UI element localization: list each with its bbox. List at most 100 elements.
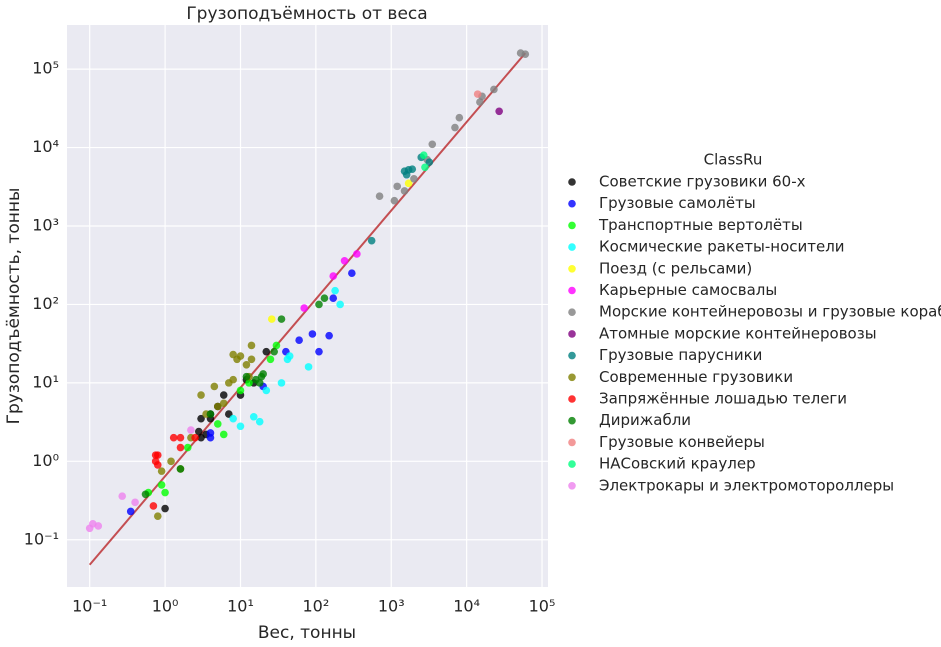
point xyxy=(277,379,286,387)
point xyxy=(94,522,103,530)
point xyxy=(249,412,258,421)
legend-marker xyxy=(568,265,576,273)
point xyxy=(336,300,344,309)
point xyxy=(236,422,245,431)
legend-marker xyxy=(568,416,576,425)
point xyxy=(329,294,338,303)
y-tick-label: 10⁰ xyxy=(32,451,59,470)
legend-label: Морские контейнеровозы и грузовые корабл… xyxy=(599,303,941,321)
point xyxy=(245,379,253,387)
legend-label: Современные грузовики xyxy=(599,368,793,386)
point xyxy=(521,50,530,58)
point xyxy=(272,341,281,350)
x-tick-label: 10¹ xyxy=(227,597,254,616)
point xyxy=(167,457,175,466)
point xyxy=(153,512,162,520)
point xyxy=(191,433,199,442)
legend-label: Грузовые парусники xyxy=(599,346,762,364)
point xyxy=(206,410,215,418)
point xyxy=(375,192,384,200)
point xyxy=(300,304,308,312)
legend-title: ClassRu xyxy=(704,151,763,169)
point xyxy=(390,196,399,205)
point xyxy=(329,272,338,280)
point xyxy=(229,414,237,423)
point xyxy=(219,399,228,408)
point xyxy=(157,467,166,475)
legend-label: Грузовые конвейеры xyxy=(599,433,765,451)
legend-marker xyxy=(568,286,576,295)
point xyxy=(161,504,169,513)
point xyxy=(451,123,459,132)
point xyxy=(425,158,434,167)
point xyxy=(236,386,245,395)
point xyxy=(421,163,429,172)
y-tick-label: 10⁻¹ xyxy=(24,529,59,548)
point xyxy=(176,465,185,473)
point xyxy=(402,170,411,179)
point xyxy=(169,433,178,442)
legend-marker xyxy=(568,373,576,382)
legend-label: Карьерные самосвалы xyxy=(599,281,777,299)
legend-label: Грузовые самолёты xyxy=(599,194,756,212)
legend-label: Дирижабли xyxy=(599,411,691,429)
y-tick-label: 10⁴ xyxy=(32,137,59,156)
point xyxy=(308,330,317,338)
point xyxy=(161,488,169,497)
point xyxy=(176,433,185,442)
point xyxy=(348,269,356,278)
y-tick-label: 10¹ xyxy=(32,372,59,391)
legend-label: Космические ракеты-носители xyxy=(599,238,845,256)
point xyxy=(242,361,251,369)
point xyxy=(490,85,498,94)
point xyxy=(219,391,228,399)
point xyxy=(118,492,127,500)
point xyxy=(255,417,264,426)
point xyxy=(197,414,205,423)
point xyxy=(315,300,323,309)
legend-marker xyxy=(568,482,576,490)
point xyxy=(187,426,195,434)
point xyxy=(151,457,160,466)
point xyxy=(242,372,251,381)
legend-label: Запряжённые лошадью телеги xyxy=(599,390,847,408)
point xyxy=(266,355,275,364)
point xyxy=(267,315,276,323)
point xyxy=(183,443,192,452)
point xyxy=(495,107,503,116)
point xyxy=(247,341,256,350)
legend-marker xyxy=(568,330,576,338)
point xyxy=(229,375,237,384)
point xyxy=(257,372,266,381)
legend-label: НАСовский краулер xyxy=(599,455,756,473)
point xyxy=(320,294,329,303)
point xyxy=(141,490,150,499)
x-tick-label: 10⁴ xyxy=(453,597,480,616)
legend-marker xyxy=(568,460,576,468)
point xyxy=(410,174,418,183)
y-tick-label: 10³ xyxy=(32,215,59,234)
point xyxy=(428,140,437,149)
point xyxy=(213,402,222,411)
point xyxy=(285,352,294,360)
point xyxy=(219,430,228,439)
chart-title: Грузоподъёмность от веса xyxy=(186,4,427,24)
point xyxy=(255,379,264,387)
point xyxy=(340,257,349,265)
legend-marker xyxy=(568,178,576,186)
legend-marker xyxy=(568,199,576,208)
x-tick-label: 10³ xyxy=(378,597,405,616)
point xyxy=(473,90,482,98)
point xyxy=(262,386,271,395)
legend-label: Советские грузовики 60-х xyxy=(599,173,806,191)
point xyxy=(270,347,278,356)
point xyxy=(236,352,245,360)
point xyxy=(194,427,203,436)
point xyxy=(262,347,271,356)
point xyxy=(213,420,222,428)
point xyxy=(247,355,256,364)
point xyxy=(157,481,166,489)
legend-marker xyxy=(568,221,576,230)
x-tick-label: 10² xyxy=(302,597,329,616)
